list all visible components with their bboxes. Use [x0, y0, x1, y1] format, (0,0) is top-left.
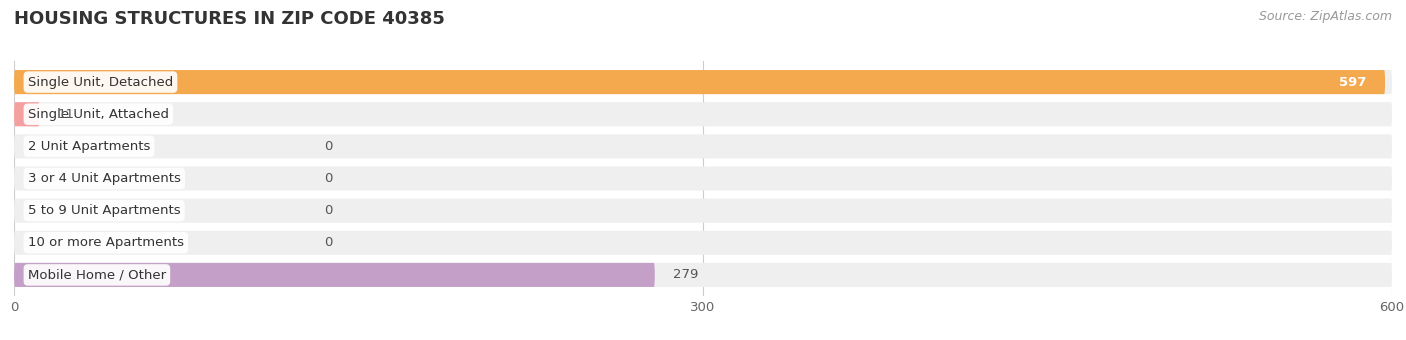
- Text: 2 Unit Apartments: 2 Unit Apartments: [28, 140, 150, 153]
- Text: 3 or 4 Unit Apartments: 3 or 4 Unit Apartments: [28, 172, 181, 185]
- Text: 11: 11: [58, 108, 75, 121]
- FancyBboxPatch shape: [14, 134, 1392, 158]
- FancyBboxPatch shape: [14, 263, 655, 287]
- FancyBboxPatch shape: [14, 263, 1392, 287]
- Text: HOUSING STRUCTURES IN ZIP CODE 40385: HOUSING STRUCTURES IN ZIP CODE 40385: [14, 10, 444, 28]
- Text: 279: 279: [673, 268, 699, 282]
- Text: 0: 0: [325, 172, 332, 185]
- Text: 10 or more Apartments: 10 or more Apartments: [28, 236, 184, 249]
- Text: 597: 597: [1340, 75, 1367, 89]
- Text: 5 to 9 Unit Apartments: 5 to 9 Unit Apartments: [28, 204, 180, 217]
- Text: 0: 0: [325, 140, 332, 153]
- FancyBboxPatch shape: [14, 231, 1392, 255]
- Text: 0: 0: [325, 236, 332, 249]
- FancyBboxPatch shape: [14, 167, 1392, 190]
- Text: Mobile Home / Other: Mobile Home / Other: [28, 268, 166, 282]
- FancyBboxPatch shape: [14, 70, 1392, 94]
- FancyBboxPatch shape: [14, 102, 39, 126]
- FancyBboxPatch shape: [14, 199, 1392, 223]
- FancyBboxPatch shape: [14, 70, 1385, 94]
- FancyBboxPatch shape: [14, 102, 1392, 126]
- Text: Single Unit, Attached: Single Unit, Attached: [28, 108, 169, 121]
- Text: Source: ZipAtlas.com: Source: ZipAtlas.com: [1258, 10, 1392, 23]
- Text: Single Unit, Detached: Single Unit, Detached: [28, 75, 173, 89]
- Text: 0: 0: [325, 204, 332, 217]
